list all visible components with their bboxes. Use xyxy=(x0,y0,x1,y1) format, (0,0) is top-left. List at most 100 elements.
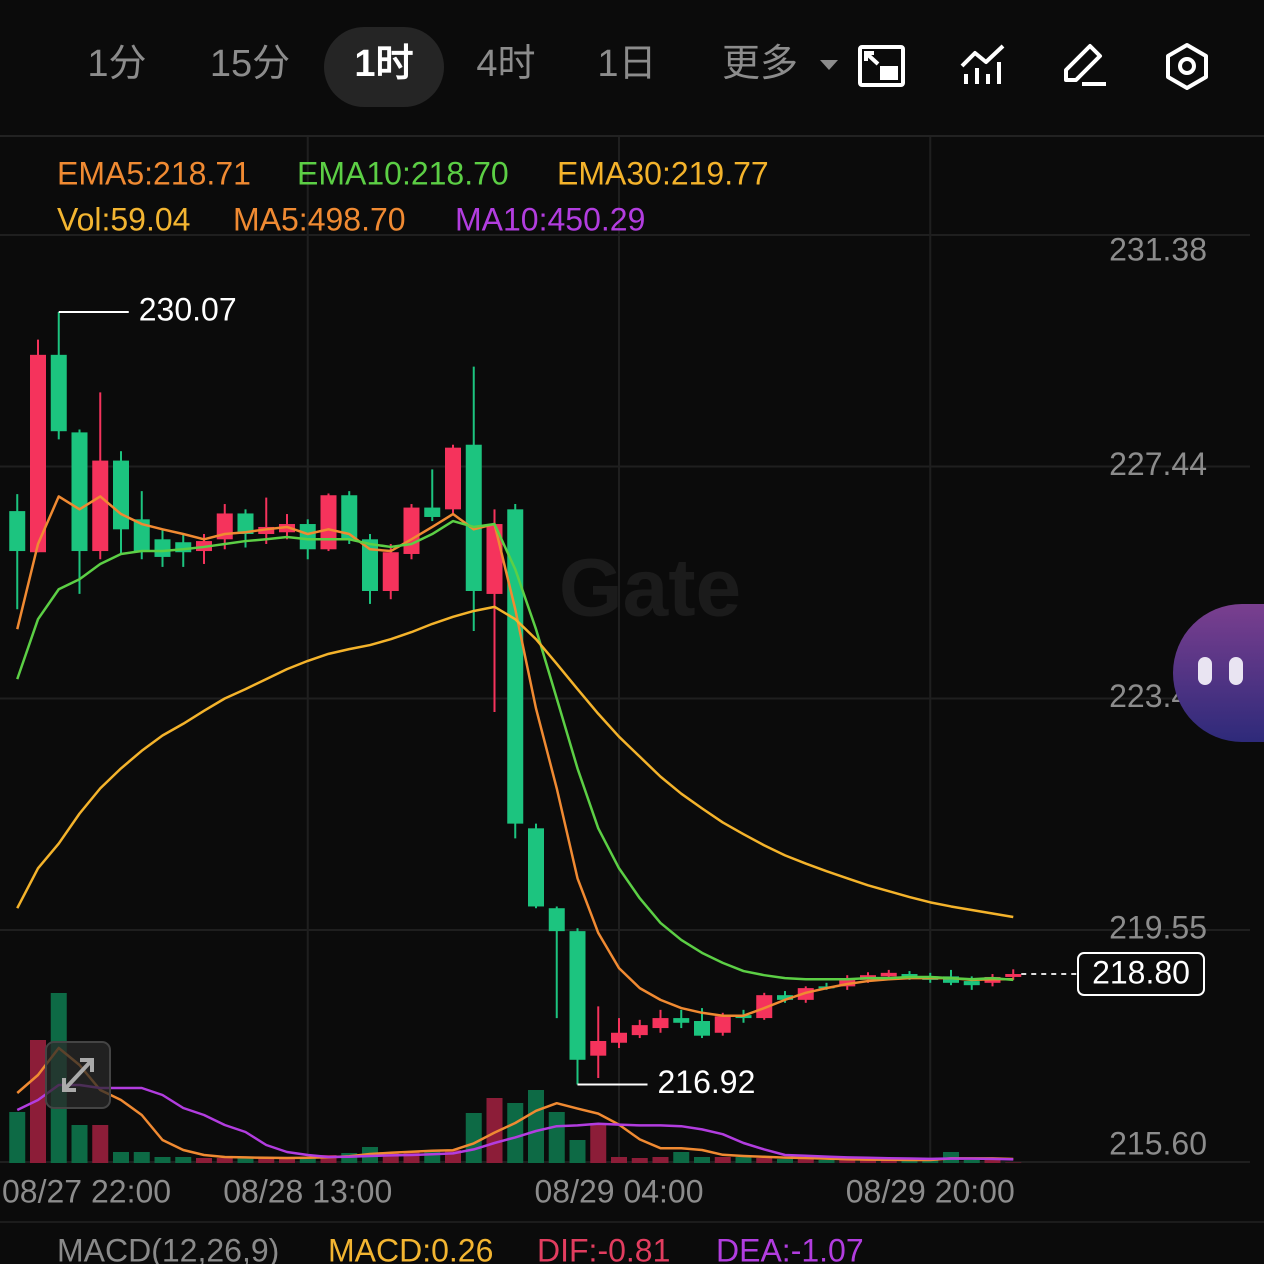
volume-ma-line xyxy=(16,1083,1014,1161)
volume-bar xyxy=(963,1160,980,1163)
volume-bar xyxy=(839,1160,856,1163)
drawing-tool-icon[interactable] xyxy=(1064,44,1106,86)
legend-entry: EMA10:218.70 xyxy=(297,155,509,191)
volume-bar xyxy=(258,1158,275,1163)
volume-bar xyxy=(507,1103,524,1163)
volume-bar xyxy=(880,1160,897,1163)
volume-bar xyxy=(92,1125,109,1163)
last-price-box xyxy=(1077,952,1205,997)
volume-bar xyxy=(922,1160,939,1163)
legend-entry: MA5:498.70 xyxy=(233,201,406,237)
macd-legend-entry: MACD:0.26 xyxy=(328,1232,493,1264)
volume-ma-line xyxy=(16,1046,1014,1162)
candle-body xyxy=(631,1025,648,1036)
candle-body xyxy=(362,539,378,591)
y-tick-label: 215.60 xyxy=(1109,1125,1207,1161)
candle-body xyxy=(880,972,897,977)
interval-tab[interactable]: 1日 xyxy=(597,43,656,85)
volume-bar xyxy=(694,1157,710,1163)
candle-body xyxy=(113,460,129,530)
volume-bar xyxy=(175,1157,192,1163)
candle-body xyxy=(154,539,171,557)
volume-bar xyxy=(403,1152,420,1163)
y-tick-label: 231.38 xyxy=(1109,231,1207,267)
interval-tab[interactable]: 1分 xyxy=(87,43,146,85)
candle-body xyxy=(1005,974,1022,977)
candle-body xyxy=(611,1032,627,1043)
candle-body xyxy=(569,931,586,1060)
x-tick-label: 08/29 04:00 xyxy=(534,1173,703,1209)
x-tick-label: 08/28 13:00 xyxy=(223,1173,392,1209)
ema-line xyxy=(16,605,1014,919)
indicator-icon[interactable] xyxy=(960,44,1005,84)
candle-body xyxy=(445,447,461,510)
volume-bar xyxy=(756,1158,773,1163)
candle-body xyxy=(652,1018,669,1029)
legend-entry: EMA5:218.71 xyxy=(57,155,251,191)
legend-entry: Vol:59.04 xyxy=(57,201,190,237)
floating-assistant-button[interactable] xyxy=(1173,604,1264,742)
price-annotation: 216.92 xyxy=(658,1064,756,1100)
candle-body xyxy=(548,908,565,932)
macd-legend-entry: DIF:-0.81 xyxy=(537,1232,670,1264)
macd-legend-entry: MACD(12,26,9) xyxy=(57,1232,279,1264)
candle-body xyxy=(341,495,358,540)
macd-legend-entry: DEA:-1.07 xyxy=(716,1232,864,1264)
candle-body xyxy=(777,995,793,1000)
legend-entry: EMA30:219.77 xyxy=(557,155,769,191)
x-tick-label: 08/27 22:00 xyxy=(2,1173,171,1209)
volume-bar xyxy=(465,1113,482,1163)
volume-bar xyxy=(216,1158,233,1163)
candle-body xyxy=(673,1018,690,1023)
expand-chart-button[interactable] xyxy=(45,1041,111,1109)
candle-body xyxy=(756,995,773,1019)
volume-bar xyxy=(71,1125,88,1163)
ema-line xyxy=(16,495,1014,1017)
volume-bar xyxy=(984,1160,1001,1163)
fullscreen-chart-icon[interactable] xyxy=(858,45,905,87)
candle-body xyxy=(71,432,88,552)
candle-body xyxy=(714,1016,731,1033)
volume-bar xyxy=(154,1157,171,1163)
candle-body xyxy=(465,444,482,591)
y-tick-label: 219.55 xyxy=(1109,909,1207,945)
y-tick-label: 227.44 xyxy=(1109,446,1207,482)
candle-body xyxy=(133,519,150,552)
volume-bar xyxy=(860,1160,876,1163)
volume-bar xyxy=(299,1157,316,1163)
candle-body xyxy=(320,495,337,550)
volume-bar xyxy=(714,1157,731,1163)
interval-tab[interactable]: 4时 xyxy=(476,43,535,85)
interval-tab[interactable]: 1时 xyxy=(354,43,413,85)
candle-body xyxy=(30,354,46,553)
candle-body xyxy=(382,552,399,591)
last-price-label: 218.80 xyxy=(1092,954,1190,990)
candle-body xyxy=(963,981,980,986)
volume-bar xyxy=(611,1157,627,1163)
candle-body xyxy=(50,354,67,432)
volume-bar xyxy=(279,1158,295,1163)
candle-body xyxy=(590,1040,607,1056)
more-intervals[interactable]: 更多 xyxy=(722,43,798,85)
settings-icon[interactable] xyxy=(1166,43,1208,90)
interval-tab[interactable]: 15分 xyxy=(210,43,290,85)
volume-bar xyxy=(901,1160,918,1163)
volume-bar xyxy=(777,1159,793,1163)
dropdown-caret xyxy=(820,60,838,70)
candle-body xyxy=(237,513,254,535)
selected-tab-bg xyxy=(324,27,444,107)
price-annotation: 230.07 xyxy=(139,291,237,327)
volume-bar xyxy=(735,1157,752,1163)
candle-body xyxy=(403,507,420,554)
candle-body xyxy=(92,460,109,552)
ema-line xyxy=(16,519,1014,982)
volume-bar xyxy=(1005,1162,1022,1164)
volume-bar xyxy=(797,1159,814,1163)
candle-body xyxy=(528,828,544,907)
legend-entry: MA10:450.29 xyxy=(455,201,645,237)
volume-bar xyxy=(631,1158,648,1163)
volume-bar xyxy=(590,1123,607,1163)
